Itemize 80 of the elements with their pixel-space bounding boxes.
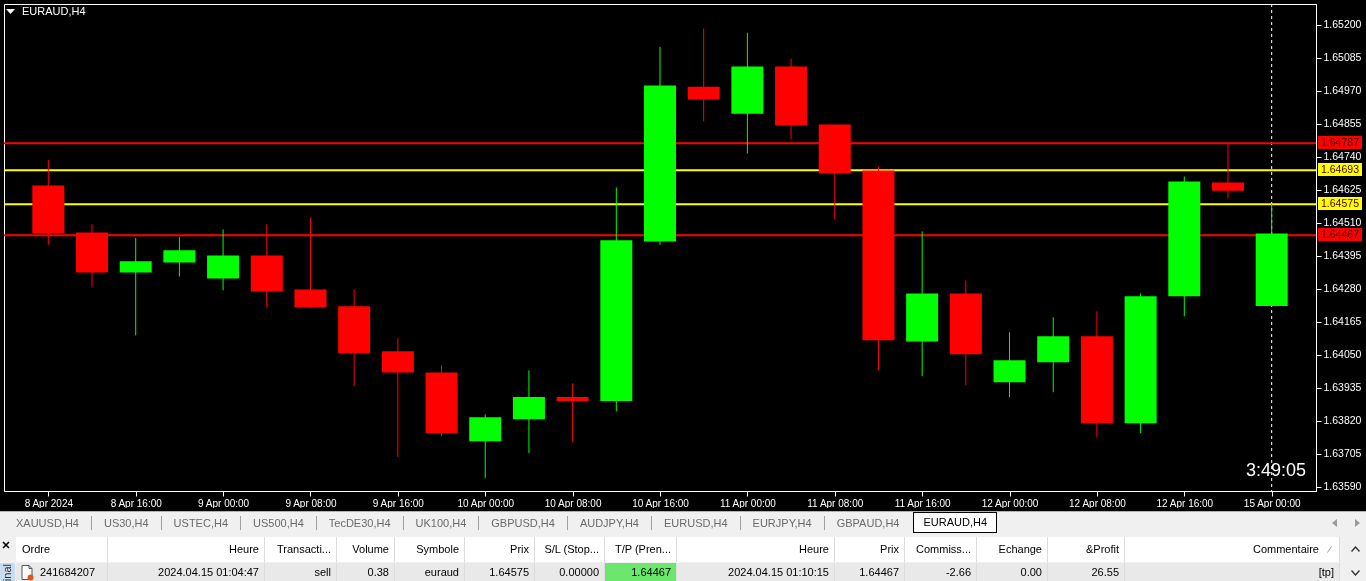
text: US500,H4 bbox=[241, 515, 317, 530]
category-label: Volume bbox=[352, 543, 389, 555]
text: AUDJPY,H4 bbox=[567, 515, 652, 530]
x-tick-label: 12 Apr 00:00 bbox=[981, 497, 1039, 509]
x-tick-label: 12 Apr 08:00 bbox=[1069, 497, 1127, 509]
text: 241684207 bbox=[40, 566, 96, 578]
text: inal bbox=[1, 564, 14, 581]
text: euraud bbox=[424, 566, 459, 578]
x-tick-label: 10 Apr 16:00 bbox=[632, 497, 690, 509]
x-tick-label: 10 Apr 08:00 bbox=[544, 497, 602, 509]
category-label: Prix bbox=[510, 543, 529, 555]
ref-line-label: 1.64575 bbox=[1321, 196, 1359, 209]
text: USTEC,H4 bbox=[161, 515, 242, 530]
candlestick bbox=[687, 27, 720, 122]
category-label: Ordre bbox=[22, 543, 51, 555]
text: 26.55 bbox=[1091, 566, 1119, 578]
y-tick-label: 1.64510 bbox=[1323, 216, 1362, 229]
y-tick-label: 1.64970 bbox=[1323, 84, 1362, 97]
y-tick-label: 1.63590 bbox=[1323, 480, 1362, 493]
text: 2024.04.15 01:10:15 bbox=[728, 566, 829, 578]
x-tick-label: 9 Apr 08:00 bbox=[285, 497, 337, 509]
text: 2024.04.15 01:04:47 bbox=[158, 566, 259, 578]
text: XAUUSD,H4 bbox=[4, 515, 92, 530]
text: -2.66 bbox=[945, 566, 971, 578]
y-tick-label: 1.64740 bbox=[1323, 150, 1362, 163]
text: EURAUD,H4 bbox=[913, 512, 998, 533]
ref-line-label: 1.64693 bbox=[1321, 162, 1359, 175]
ref-line-label: 1.64787 bbox=[1321, 135, 1359, 148]
x-tick-label: 12 Apr 16:00 bbox=[1156, 497, 1214, 509]
category-label: Commiss... bbox=[916, 543, 971, 555]
text: UK100,H4 bbox=[403, 515, 480, 530]
text: GBPUSD,H4 bbox=[479, 515, 568, 530]
category-label: Commentaire bbox=[1252, 543, 1319, 555]
category-label: Transacti... bbox=[277, 543, 331, 555]
y-tick-label: 1.64395 bbox=[1323, 249, 1362, 262]
text: 1.64467 bbox=[859, 566, 899, 578]
x-tick-label: 9 Apr 16:00 bbox=[372, 497, 425, 509]
text: 0.00000 bbox=[559, 566, 599, 578]
text: TecDE30,H4 bbox=[316, 515, 404, 530]
y-tick-label: 1.64165 bbox=[1323, 315, 1362, 328]
category-label: Heure bbox=[229, 543, 259, 555]
x-tick-label: 10 Apr 00:00 bbox=[457, 497, 515, 509]
text: 1.64575 bbox=[489, 566, 529, 578]
category-label: Prix bbox=[880, 543, 899, 555]
x-tick-label: 11 Apr 00:00 bbox=[719, 497, 777, 509]
category-label: Symbole bbox=[416, 543, 459, 555]
text: 0.00 bbox=[1020, 566, 1042, 578]
y-tick-label: 1.64855 bbox=[1323, 117, 1362, 130]
text: sell bbox=[314, 566, 331, 578]
text: GBPAUD,H4 bbox=[835, 515, 901, 530]
y-tick-label: 1.65200 bbox=[1323, 18, 1362, 31]
category-label: &Profit bbox=[1085, 543, 1119, 555]
annotation: 3:49:05 bbox=[1245, 460, 1306, 480]
text: US30,H4 bbox=[91, 515, 162, 530]
y-tick-label: 1.63820 bbox=[1323, 414, 1362, 427]
text: [tp] bbox=[1318, 566, 1334, 578]
x-tick-label: 8 Apr 16:00 bbox=[110, 497, 163, 509]
y-tick-label: 1.63935 bbox=[1323, 381, 1362, 394]
category-label: Echange bbox=[998, 543, 1042, 555]
x-tick-label: 15 Apr 00:00 bbox=[1243, 497, 1301, 509]
y-tick-label: 1.64280 bbox=[1323, 282, 1362, 295]
x-tick-label: 8 Apr 2024 bbox=[24, 497, 74, 509]
x-tick-label: 9 Apr 00:00 bbox=[198, 497, 250, 509]
category-label: T/P (Pren... bbox=[614, 543, 671, 555]
chart-title: EURAUD,H4 bbox=[22, 5, 86, 17]
y-tick-label: 1.63705 bbox=[1323, 447, 1362, 460]
y-tick-label: 1.64050 bbox=[1323, 348, 1362, 361]
text: EURJPY,H4 bbox=[740, 515, 825, 530]
y-tick-label: 1.65085 bbox=[1323, 51, 1362, 64]
candlestick bbox=[119, 237, 152, 336]
x-tick-label: 11 Apr 08:00 bbox=[807, 497, 864, 509]
y-tick-label: 1.64625 bbox=[1323, 183, 1362, 196]
text: 1.64467 bbox=[631, 566, 671, 578]
x-tick-label: 11 Apr 16:00 bbox=[894, 497, 952, 509]
ref-line-label: 1.64467 bbox=[1321, 227, 1359, 240]
text: EURUSD,H4 bbox=[652, 515, 741, 530]
text: 0.38 bbox=[367, 566, 389, 578]
category-label: Heure bbox=[799, 543, 829, 555]
candlestick bbox=[556, 382, 589, 443]
category-label: S/L (Stop... bbox=[544, 543, 599, 555]
